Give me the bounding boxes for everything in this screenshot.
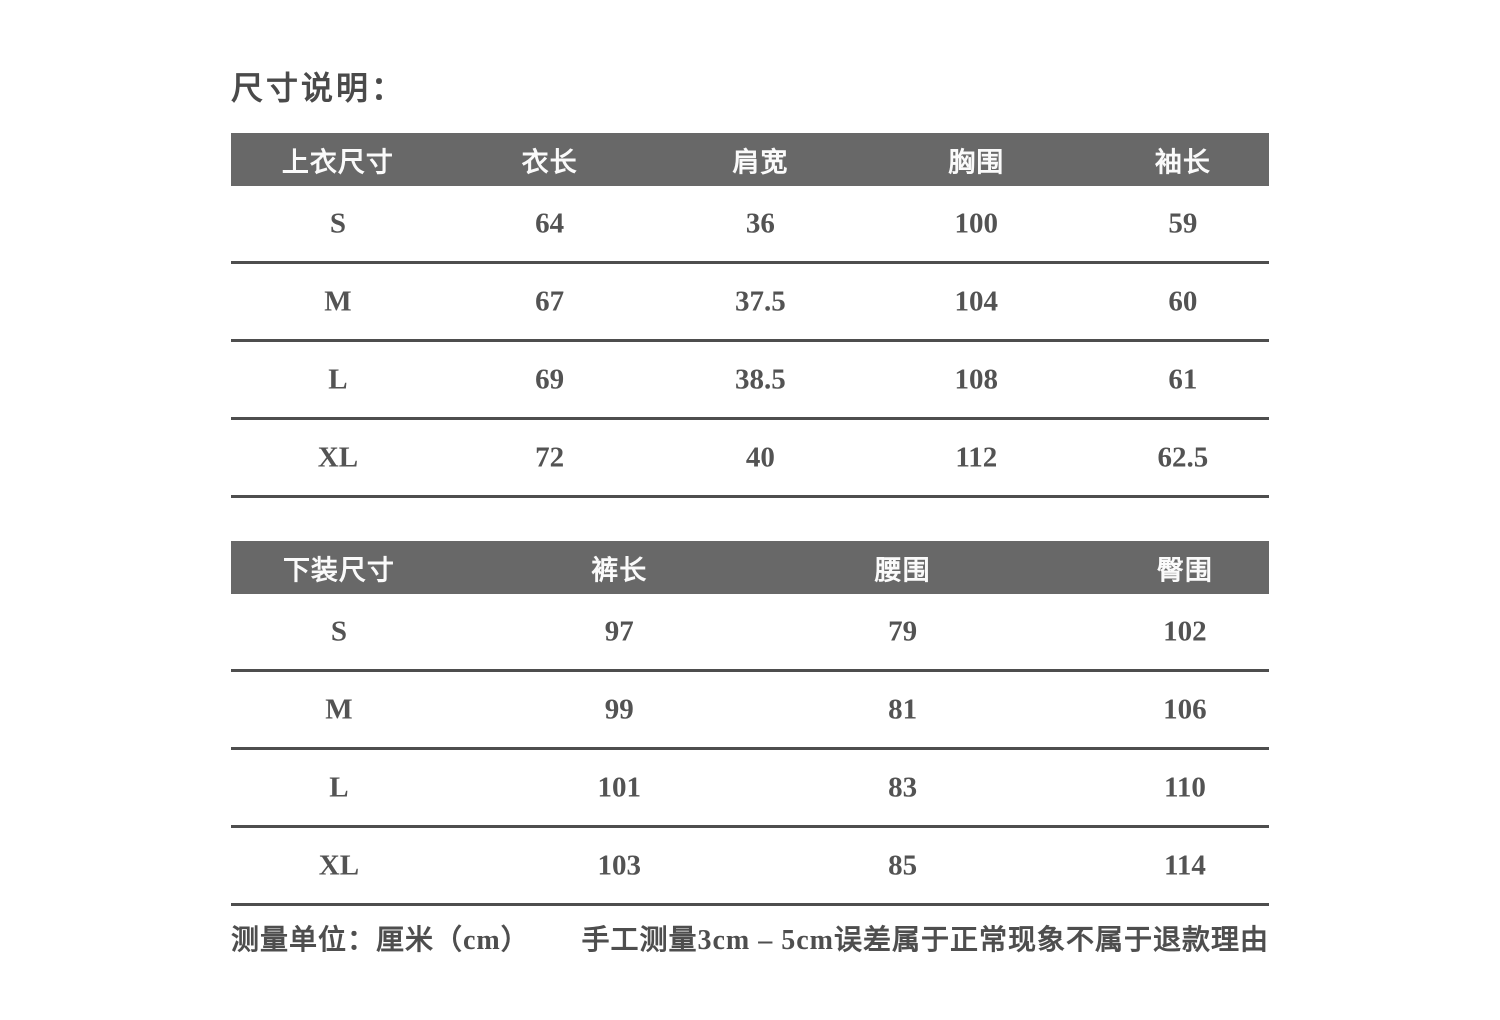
table-row-xl: XL 103 85 114 <box>231 828 1269 906</box>
table-cell: 102 <box>1163 615 1207 647</box>
size-label: L <box>329 771 349 803</box>
table-cell: 60 <box>1168 285 1198 317</box>
footer: 测量单位：厘米（cm） 手工测量3cm – 5cm误差属于正常现象不属于退款理由 <box>231 918 1269 958</box>
column-header-sleeve-length: 袖长 <box>1154 147 1211 177</box>
table-row-m: M 99 81 106 <box>231 672 1269 750</box>
size-label: S <box>329 207 346 239</box>
table-row-l: L 69 38.5 108 61 <box>231 342 1269 420</box>
size-label: M <box>324 285 352 317</box>
column-header-shoulder-width: 肩宽 <box>732 147 789 177</box>
table-cell: 61 <box>1168 363 1198 395</box>
measurement-unit-note: 测量单位：厘米（cm） <box>231 925 530 956</box>
measurement-tolerance-note: 手工测量3cm – 5cm误差属于正常现象不属于退款理由 <box>581 925 1269 956</box>
table-row-m: M 67 37.5 104 60 <box>231 264 1269 342</box>
page-title: 尺寸说明： <box>231 70 407 106</box>
size-label: S <box>330 615 348 647</box>
table-cell: 112 <box>955 441 998 473</box>
size-label: XL <box>318 849 360 881</box>
column-header-top-size: 上衣尺寸 <box>281 147 394 177</box>
table-cell: 37.5 <box>735 285 786 317</box>
top-size-table-header-row: 上衣尺寸 衣长 肩宽 胸围 袖长 <box>231 133 1269 186</box>
column-header-hip: 臀围 <box>1156 555 1213 585</box>
table-cell: 85 <box>888 849 918 881</box>
table-cell: 100 <box>954 207 999 239</box>
table-cell: 104 <box>954 285 999 317</box>
table-cell: 108 <box>954 363 999 395</box>
top-size-table: 上衣尺寸 衣长 肩宽 胸围 袖长 S 64 36 100 59 M 67 37.… <box>231 133 1269 498</box>
table-cell: 67 <box>535 285 565 317</box>
bottom-size-table: 下装尺寸 裤长 腰围 臀围 S 97 79 102 M 99 81 106 L … <box>231 541 1269 906</box>
column-header-waist: 腰围 <box>874 555 931 585</box>
table-cell: 62.5 <box>1157 441 1209 473</box>
table-cell: 103 <box>597 849 641 881</box>
table-cell: 99 <box>604 693 634 725</box>
table-cell: 64 <box>535 207 565 239</box>
column-header-pants-length: 裤长 <box>591 555 648 585</box>
table-cell: 97 <box>604 615 634 647</box>
table-cell: 83 <box>888 771 918 803</box>
column-header-bottom-size: 下装尺寸 <box>282 555 395 585</box>
size-label: XL <box>317 441 359 473</box>
table-cell: 79 <box>888 615 918 647</box>
table-cell: 69 <box>535 363 565 395</box>
table-cell: 110 <box>1163 771 1206 803</box>
table-cell: 38.5 <box>735 363 786 395</box>
table-cell: 114 <box>1163 849 1206 881</box>
size-label: M <box>325 693 353 725</box>
table-cell: 101 <box>597 771 641 803</box>
table-cell: 81 <box>888 693 918 725</box>
size-label: L <box>328 363 348 395</box>
table-cell: 59 <box>1168 207 1198 239</box>
table-cell: 72 <box>535 441 565 473</box>
column-header-chest: 胸围 <box>948 147 1005 177</box>
bottom-size-table-header-row: 下装尺寸 裤长 腰围 臀围 <box>231 541 1269 594</box>
column-header-garment-length: 衣长 <box>521 147 578 177</box>
table-row-xl: XL 72 40 112 62.5 <box>231 420 1269 498</box>
table-row-s: S 64 36 100 59 <box>231 186 1269 264</box>
table-cell: 36 <box>745 207 775 239</box>
table-cell: 40 <box>745 441 775 473</box>
table-row-l: L 101 83 110 <box>231 750 1269 828</box>
table-cell: 106 <box>1163 693 1207 725</box>
table-row-s: S 97 79 102 <box>231 594 1269 672</box>
